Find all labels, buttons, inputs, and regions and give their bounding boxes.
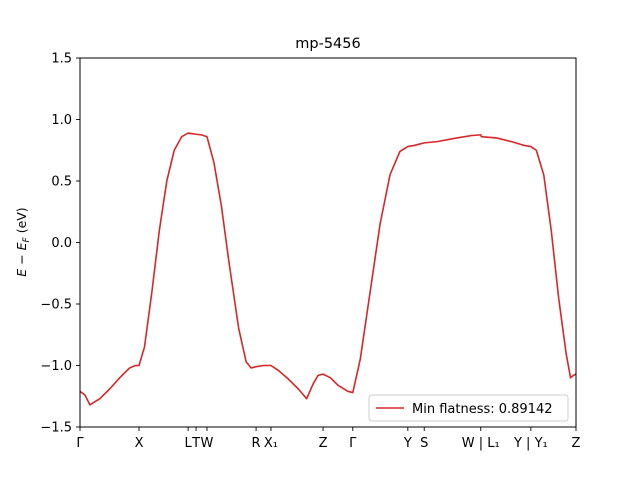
x-tick-label: R xyxy=(252,436,261,451)
y-tick-label: −1.0 xyxy=(40,359,72,374)
x-tick-label: Y xyxy=(403,436,412,451)
y-tick-label: −0.5 xyxy=(40,298,72,313)
legend-label: Min flatness: 0.89142 xyxy=(412,402,553,417)
legend: Min flatness: 0.89142 xyxy=(368,394,569,422)
x-tick-label: Γ xyxy=(349,436,357,451)
y-tick-label: 0.5 xyxy=(51,175,72,190)
x-tick-label: W | L₁ xyxy=(462,436,500,451)
y-tick-label: 1.0 xyxy=(51,113,72,128)
x-tick-label: Y | Y₁ xyxy=(513,436,548,451)
chart-title: mp-5456 xyxy=(295,36,360,52)
x-tick-label: Γ xyxy=(76,436,84,451)
x-tick-label: X₁ xyxy=(264,436,278,451)
x-tick-label: W xyxy=(201,436,214,451)
y-tick-label: −1.5 xyxy=(40,421,72,436)
x-tick-label: T xyxy=(191,436,200,451)
legend-box xyxy=(368,394,569,422)
x-tick-label: S xyxy=(420,436,428,451)
x-tick-label: Z xyxy=(572,436,581,451)
series-line-0 xyxy=(79,132,577,406)
y-tick-label: 1.5 xyxy=(51,52,72,67)
plot-area: −1.5 −1.0 −0.5 0.0 0.5 1.0 1.5 Γ X L T W R X₁ Z Γ Y S W | … xyxy=(40,52,580,452)
y-tick-label: 0.0 xyxy=(51,236,72,251)
y-axis-label: E − EF (eV) xyxy=(14,207,32,276)
x-tick-label: X xyxy=(135,436,144,451)
x-tick-label: Z xyxy=(319,436,328,451)
x-tick-label: L xyxy=(185,436,193,451)
